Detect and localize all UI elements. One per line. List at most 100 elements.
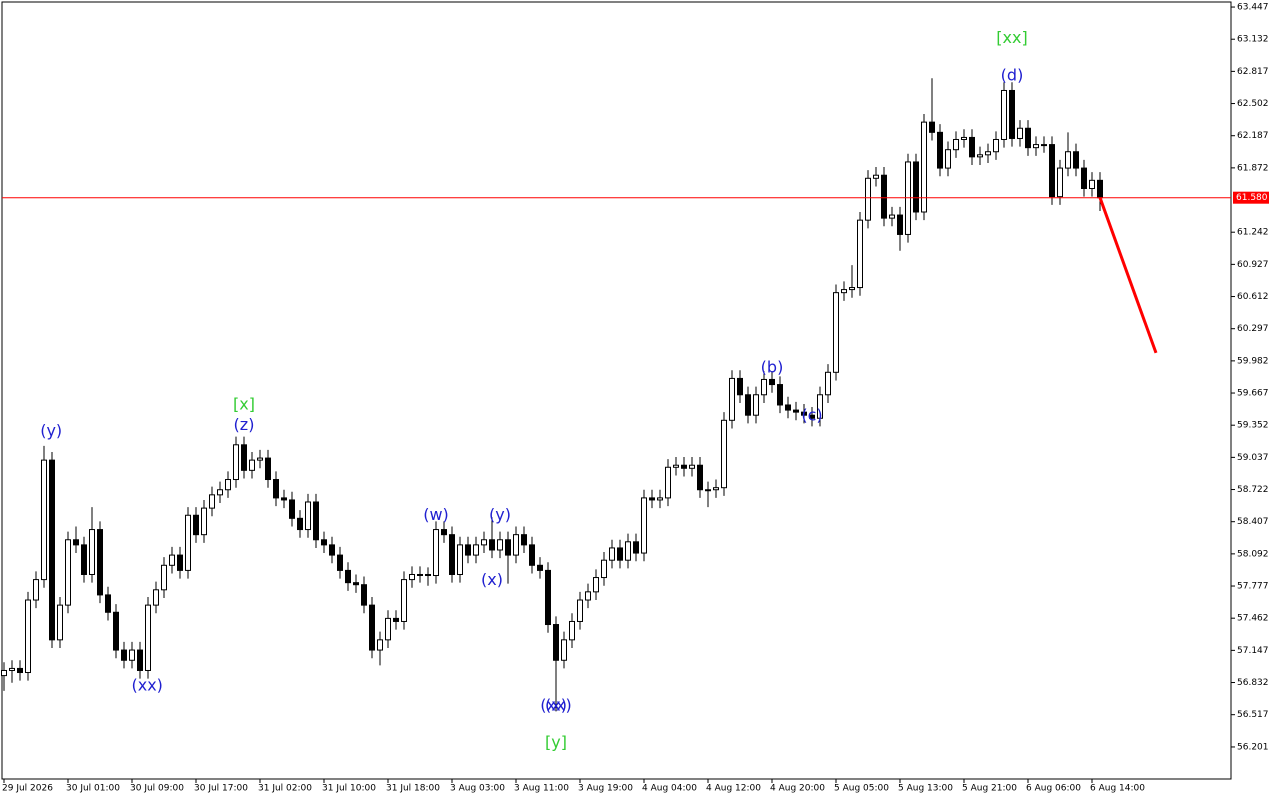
- candle-body: [473, 544, 479, 556]
- x-tick-label: 30 Jul 01:00: [66, 784, 120, 794]
- candle-body: [753, 394, 759, 416]
- x-tick-label: 5 Aug 05:00: [834, 784, 889, 794]
- x-tick-label: 4 Aug 04:00: [642, 784, 697, 794]
- candle-body: [553, 624, 559, 661]
- y-tick-label: 62.817: [1237, 67, 1269, 77]
- candle-body: [225, 479, 231, 491]
- candle-body: [353, 582, 359, 586]
- candle-body: [153, 589, 159, 606]
- candle-body: [889, 214, 895, 219]
- wave-label: (y): [489, 505, 511, 524]
- candle-body: [905, 161, 911, 235]
- x-tick-label: 3 Aug 03:00: [450, 784, 505, 794]
- candle-body: [129, 649, 135, 661]
- candle-body: [521, 534, 527, 546]
- candle-body: [729, 377, 735, 421]
- candle-body: [113, 611, 119, 651]
- candle-body: [769, 378, 775, 386]
- candle-body: [321, 539, 327, 546]
- candle-body: [361, 584, 367, 606]
- candle-body: [481, 539, 487, 546]
- y-tick-label: 63.132: [1237, 35, 1269, 45]
- candle-body: [105, 594, 111, 613]
- candle-body: [673, 464, 679, 468]
- candle-body: [297, 517, 303, 531]
- y-tick-label: 59.667: [1237, 389, 1269, 399]
- x-tick-label: 31 Jul 10:00: [322, 784, 376, 794]
- candle-body: [145, 604, 151, 671]
- y-tick-label: 56.832: [1237, 678, 1269, 688]
- candle-body: [169, 554, 175, 566]
- candle-body: [1073, 151, 1079, 169]
- candle-body: [433, 529, 439, 577]
- candle-body: [737, 377, 743, 396]
- candle-body: [985, 151, 991, 156]
- wave-label: (w): [423, 505, 449, 524]
- candle-body: [377, 639, 383, 651]
- candle-body: [1, 669, 7, 677]
- candle-body: [993, 138, 999, 153]
- candle-body: [857, 219, 863, 289]
- candle-body: [441, 529, 447, 536]
- wave-label: (y): [40, 421, 62, 440]
- y-tick-label: 58.407: [1237, 517, 1269, 527]
- candle-body: [689, 464, 695, 469]
- candle-body: [233, 444, 239, 481]
- candle-body: [601, 559, 607, 579]
- candle-body: [809, 414, 815, 419]
- candle-body: [833, 292, 839, 373]
- candle-body: [585, 591, 591, 601]
- candle-body: [825, 371, 831, 396]
- candle-body: [969, 136, 975, 158]
- y-tick-label: 60.927: [1237, 260, 1269, 270]
- candle-body: [33, 579, 39, 601]
- candle-body: [161, 564, 167, 591]
- y-tick-label: 56.517: [1237, 710, 1269, 720]
- candle-body: [1009, 89, 1015, 139]
- candle-body: [193, 514, 199, 536]
- candle-body: [313, 501, 319, 541]
- price-label-box: [1233, 191, 1269, 204]
- candle-body: [249, 459, 255, 471]
- candle-body: [697, 464, 703, 491]
- y-tick-label: 60.297: [1237, 324, 1269, 334]
- y-tick-label: 62.187: [1237, 131, 1269, 141]
- candle-body: [217, 489, 223, 496]
- candle-body: [241, 444, 247, 471]
- candle-body: [345, 569, 351, 584]
- candle-body: [273, 479, 279, 499]
- candle-body: [681, 464, 687, 469]
- candle-body: [865, 177, 871, 221]
- y-tick-label: 59.982: [1237, 356, 1269, 366]
- candle-body: [529, 544, 535, 566]
- candle-body: [617, 547, 623, 561]
- candle-body: [1081, 167, 1087, 190]
- candle-body: [257, 457, 263, 461]
- candle-body: [625, 541, 631, 561]
- candle-body: [657, 497, 663, 501]
- y-tick-label: 56.201: [1237, 742, 1269, 752]
- candle-body: [649, 497, 655, 501]
- candle-body: [305, 501, 311, 531]
- candle-body: [9, 667, 15, 671]
- projection-line: [1098, 197, 1158, 354]
- y-tick-label: 57.147: [1237, 646, 1269, 656]
- candle-body: [73, 539, 79, 546]
- x-tick-label: 4 Aug 20:00: [770, 784, 825, 794]
- wave-label: (d): [1001, 66, 1024, 85]
- candle-body: [569, 620, 575, 641]
- candle-body: [81, 544, 87, 575]
- candle-body: [937, 131, 943, 169]
- candle-body: [41, 459, 47, 581]
- candle-body: [449, 534, 455, 575]
- candle-body: [465, 544, 471, 556]
- candle-body: [209, 494, 215, 509]
- candle-body: [425, 573, 431, 577]
- wave-label: (z): [234, 415, 255, 434]
- candle-body: [17, 667, 23, 674]
- wave-label: [y]: [545, 732, 567, 751]
- y-tick-label: 63.447: [1237, 3, 1269, 13]
- candle-body: [897, 214, 903, 235]
- candle-body: [393, 617, 399, 622]
